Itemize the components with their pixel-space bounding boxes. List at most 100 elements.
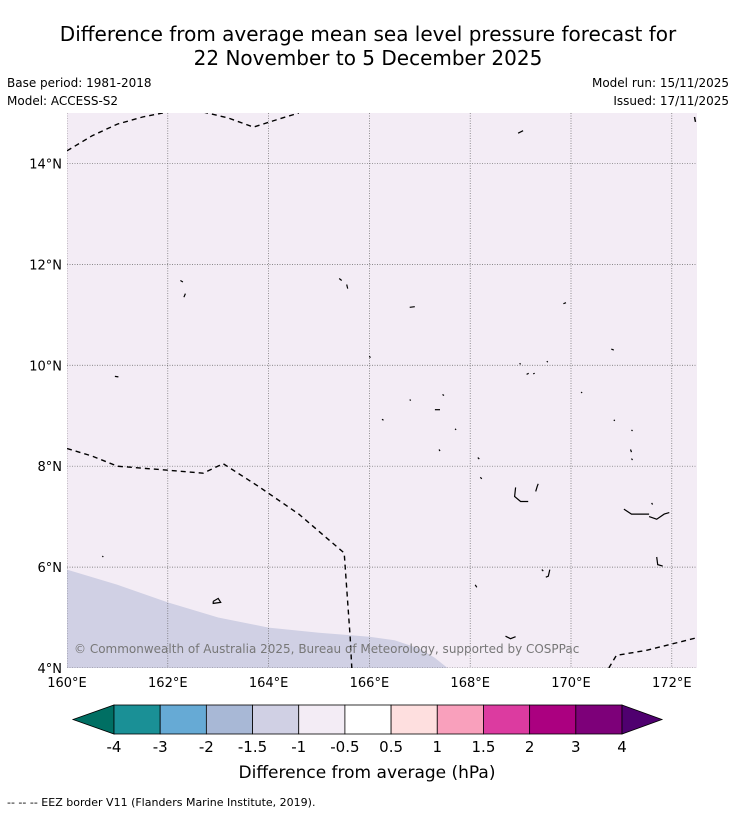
map-background	[67, 113, 697, 668]
lon-tick-label: 160°E	[47, 676, 87, 691]
colorbar-tick-label: 1	[432, 738, 442, 756]
island-outline	[505, 635, 516, 640]
lon-tick-label: 168°E	[450, 676, 490, 691]
island-outline	[613, 419, 616, 422]
island-outline	[513, 487, 529, 503]
colorbar-tick-label: 1.5	[472, 738, 496, 756]
colorbar-bin	[113, 704, 161, 735]
eez-borders	[67, 113, 697, 668]
colorbar-tick-label: 0.5	[379, 738, 403, 756]
eez-border-line	[67, 113, 167, 152]
lon-tick-label: 166°E	[350, 676, 390, 691]
colorbar-tick-label: -1.5	[238, 738, 267, 756]
lon-tick-label: 164°E	[249, 676, 289, 691]
lon-tick-label: 162°E	[148, 676, 188, 691]
island-outline	[541, 569, 544, 572]
island-outline	[629, 449, 633, 453]
anomaly-layer	[67, 569, 448, 668]
island-outline	[346, 284, 349, 289]
island-outline	[180, 279, 184, 283]
lat-tick-label: 6°N	[38, 561, 63, 576]
lon-tick-label: 170°E	[551, 676, 591, 691]
island-outline	[535, 483, 539, 492]
island-outline	[623, 508, 650, 515]
colorbar-tick-label: -0.5	[330, 738, 359, 756]
island-outline	[409, 399, 412, 402]
anomaly-region	[67, 569, 448, 668]
colorbar-bin	[252, 704, 300, 735]
island-outline	[381, 418, 384, 421]
colorbar-bin	[390, 704, 438, 735]
lat-tick-label: 4°N	[38, 662, 63, 677]
colorbar-extend-low	[71, 704, 115, 735]
title-line-2: 22 November to 5 December 2025	[193, 46, 543, 70]
lat-tick-label: 10°N	[29, 359, 62, 374]
island-outline	[517, 130, 524, 134]
island-outline	[631, 429, 633, 432]
island-outline	[212, 597, 222, 605]
map-figure: © Commonwealth of Australia 2025, Bureau…	[29, 113, 697, 783]
island-outline	[519, 362, 522, 365]
island-outline	[409, 306, 415, 308]
colorbar-tick-label: -1	[291, 738, 306, 756]
island-outline	[580, 391, 583, 394]
lat-tick-label: 12°N	[29, 258, 62, 273]
island-outlines	[101, 130, 670, 640]
colorbar-tick-label: -4	[107, 738, 122, 756]
colorbar-bin	[575, 704, 623, 735]
island-outline	[114, 375, 119, 378]
island-outline	[526, 372, 529, 375]
colorbar-bin	[159, 704, 207, 735]
island-outline	[477, 457, 480, 460]
model-name: Model: ACCESS-S2	[7, 94, 119, 108]
island-outline	[101, 555, 104, 558]
eez-border-line	[608, 637, 697, 668]
colorbar-bin	[483, 704, 531, 735]
base-period: Base period: 1981-2018	[7, 76, 152, 90]
colorbar-bin	[344, 704, 392, 735]
colorbar: -4 -3 -2 -1.5 -1 -0.5 0.5 1 1.5 2 3 4	[71, 704, 664, 756]
colorbar-extend-high	[621, 704, 664, 735]
copyright-text: © Commonwealth of Australia 2025, Bureau…	[74, 642, 579, 656]
colorbar-tick-label: 4	[617, 738, 627, 756]
meta-right: Model run: 15/11/2025 Issued: 17/11/2025	[592, 74, 729, 110]
axis-ticks: 160°E 162°E 164°E 166°E 168°E 170°E 172°E 4°N 6°…	[29, 157, 691, 691]
lat-tick-label: 8°N	[38, 460, 63, 475]
island-outline	[368, 355, 371, 359]
island-outline	[563, 302, 567, 305]
eez-footnote: -- -- -- EEZ border V11 (Flanders Marine…	[7, 796, 316, 809]
island-outline	[438, 449, 441, 452]
title-line-1: Difference from average mean sea level p…	[59, 22, 677, 46]
colorbar-tick-label: -3	[153, 738, 168, 756]
meta-left: Base period: 1981-2018 Model: ACCESS-S2	[7, 74, 152, 110]
island-outline	[338, 278, 343, 281]
island-outline	[651, 502, 654, 505]
island-outline	[545, 569, 551, 578]
colorbar-bin	[205, 704, 253, 735]
chart-title: Difference from average mean sea level p…	[0, 22, 736, 70]
island-outline	[454, 428, 457, 431]
issued-date: Issued: 17/11/2025	[613, 94, 729, 108]
island-outline	[546, 360, 549, 363]
colorbar-bin	[529, 704, 577, 735]
colorbar-tick-label: 2	[525, 738, 535, 756]
colorbar-bin	[298, 704, 346, 735]
colorbar-bin	[436, 704, 484, 735]
island-outline	[631, 458, 633, 461]
island-outline	[648, 512, 670, 520]
colorbar-tick-label: -2	[199, 738, 214, 756]
island-outline	[611, 348, 615, 351]
island-outline	[533, 372, 535, 375]
island-outline	[656, 556, 663, 567]
lat-tick-label: 14°N	[29, 157, 62, 172]
model-run: Model run: 15/11/2025	[591, 76, 729, 90]
colorbar-tick-label: 3	[571, 738, 581, 756]
lon-tick-label: 172°E	[652, 676, 692, 691]
graticule	[67, 113, 697, 668]
island-outline	[442, 394, 445, 396]
colorbar-label: Difference from average (hPa)	[239, 763, 496, 783]
eez-border-line	[693, 116, 697, 123]
island-outline	[479, 476, 483, 480]
island-outline	[183, 293, 186, 298]
island-outline	[474, 584, 478, 588]
